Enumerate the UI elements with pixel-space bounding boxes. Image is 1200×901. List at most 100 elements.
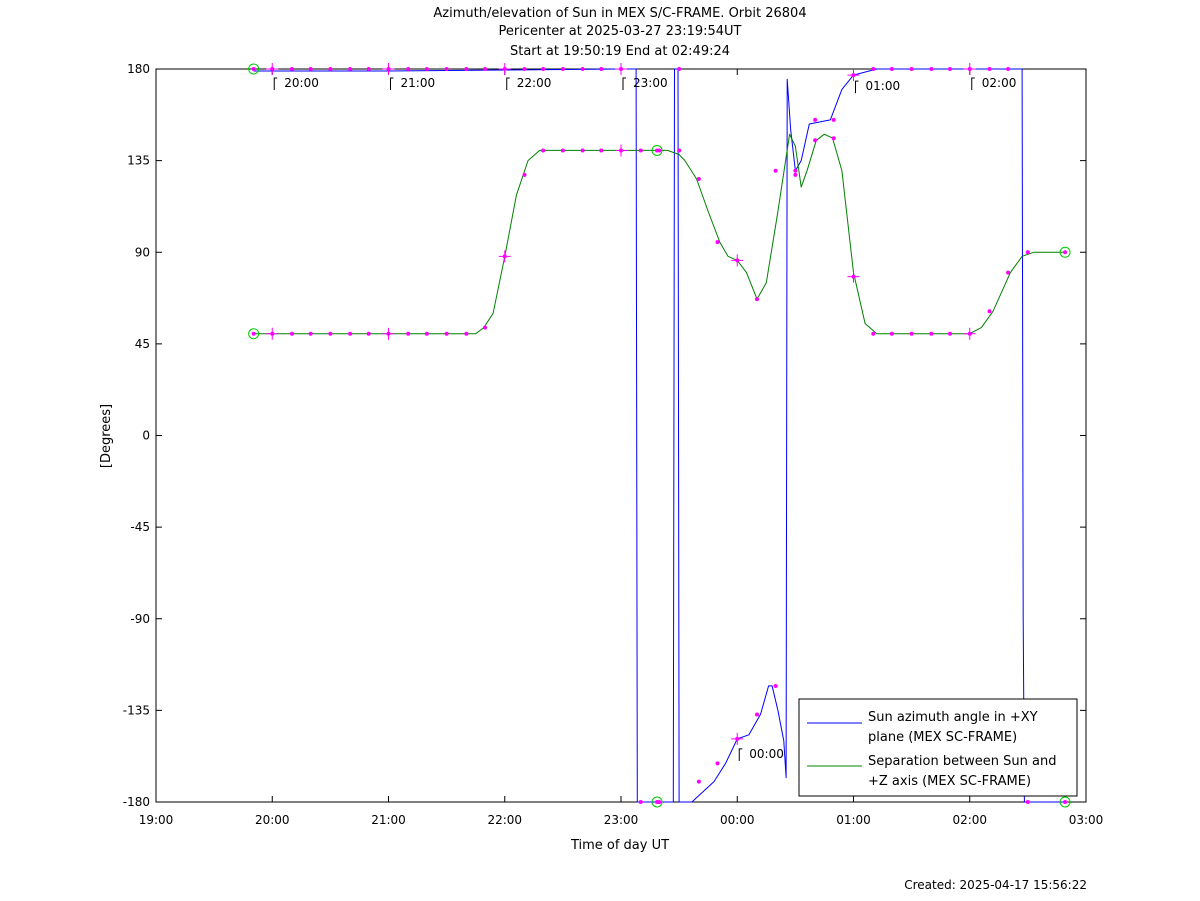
endpoint-circle <box>651 796 663 808</box>
axis-ticks: 19:00 20:00 21:00 22:00 23:00 00:00 01:00 02:00… <box>123 62 1104 827</box>
legend-label-separation-1: Separation between Sun and <box>868 754 1056 769</box>
data-point-marker <box>755 297 760 302</box>
hour-cross-marker <box>266 327 279 340</box>
hour-label-tick <box>622 77 626 90</box>
data-point-marker <box>909 331 914 336</box>
data-point-marker <box>813 117 818 122</box>
data-point-marker <box>482 325 487 330</box>
data-point-marker <box>308 331 313 336</box>
endpoint-dot <box>1063 800 1068 804</box>
hour-label-tick <box>971 77 975 90</box>
y-tick-label: -45 <box>130 520 150 534</box>
hour-label-tick <box>855 80 859 94</box>
hour-cross-marker <box>498 63 511 75</box>
endpoint-dot <box>655 148 660 153</box>
legend-label-azimuth-2: plane (MEX SC-FRAME) <box>868 730 1017 745</box>
x-tick-label: 03:00 <box>1069 813 1104 827</box>
data-point-marker <box>947 331 952 336</box>
data-point-marker <box>522 172 527 177</box>
hour-label: 01:00 <box>866 79 901 93</box>
data-point-marker <box>677 67 682 71</box>
data-point-marker <box>308 67 313 71</box>
data-point-marker <box>929 67 934 71</box>
x-tick-label: 02:00 <box>952 813 987 827</box>
y-tick-label: 0 <box>142 429 150 443</box>
data-point-marker <box>773 168 778 173</box>
data-point-marker <box>1006 270 1011 275</box>
data-point-marker <box>366 67 371 71</box>
hour-cross-marker <box>615 63 627 75</box>
y-tick-label: 45 <box>135 337 150 351</box>
hour-cross-marker <box>382 63 395 75</box>
x-tick-label: 21:00 <box>371 813 406 827</box>
hour-cross-marker <box>963 63 976 75</box>
hour-label-tick <box>506 77 510 90</box>
endpoint-dot <box>655 800 660 804</box>
data-point-marker <box>541 148 546 153</box>
x-tick-label: 19:00 <box>139 813 174 827</box>
data-point-marker <box>290 67 295 71</box>
data-point-marker <box>522 67 527 71</box>
created-timestamp: Created: 2025-04-17 15:56:22 <box>904 878 1087 892</box>
data-point-marker <box>638 800 643 804</box>
hour-cross-marker <box>498 250 511 263</box>
data-point-marker <box>464 67 469 71</box>
data-point-marker <box>328 67 333 71</box>
legend-box <box>798 698 1078 797</box>
hour-label: 22:00 <box>517 76 552 90</box>
y-tick-label: 135 <box>127 154 150 168</box>
hour-label-tick <box>273 77 278 90</box>
x-tick-label: 20:00 <box>255 813 290 827</box>
x-tick-label: 23:00 <box>604 813 639 827</box>
data-point-marker <box>406 67 411 71</box>
data-point-marker <box>755 712 760 717</box>
data-point-marker <box>290 331 295 336</box>
hour-cross-marker <box>847 69 860 82</box>
data-point-marker <box>580 148 585 153</box>
hour-label: 20:00 <box>284 76 319 90</box>
data-point-marker <box>348 67 353 71</box>
data-point-marker <box>831 117 836 122</box>
x-tick-label: 00:00 <box>720 813 755 827</box>
hour-label-tick <box>390 77 394 90</box>
data-point-marker <box>444 331 449 336</box>
hour-label: 23:00 <box>633 76 668 90</box>
endpoint-circle <box>1059 246 1071 258</box>
marker-layer <box>248 63 1071 808</box>
hour-cross-marker <box>266 63 279 75</box>
data-point-marker <box>889 331 894 336</box>
chart-title-line-1: Azimuth/elevation of Sun in MEX S/C-FRAM… <box>433 6 806 21</box>
hour-cross-marker <box>615 144 627 157</box>
endpoint-circle <box>248 63 260 75</box>
data-point-marker <box>773 683 778 688</box>
endpoint-circle <box>248 328 260 340</box>
data-point-marker <box>696 779 701 784</box>
hour-label-tick <box>738 748 743 761</box>
endpoint-circle <box>1059 796 1071 808</box>
legend-label-separation-2: +Z axis (MEX SC-FRAME) <box>868 774 1031 789</box>
data-point-marker <box>560 148 565 153</box>
hour-cross-marker <box>731 732 744 745</box>
endpoint-circle <box>651 144 663 156</box>
data-point-marker <box>444 67 449 71</box>
data-point-marker <box>947 67 952 71</box>
data-point-marker <box>424 331 429 336</box>
data-point-marker <box>599 148 604 153</box>
data-point-marker <box>1025 800 1030 804</box>
y-tick-label: -135 <box>123 703 150 717</box>
data-point-marker <box>366 331 371 336</box>
endpoint-dot <box>1063 250 1068 255</box>
chart-title-line-3: Start at 19:50:19 End at 02:49:24 <box>510 44 730 59</box>
hour-label-layer: 20:00 21:00 22:00 23:00 00:00 01:00 02:00 <box>273 76 1016 761</box>
data-point-marker <box>1025 250 1030 255</box>
data-point-marker <box>348 331 353 336</box>
data-point-marker <box>560 67 565 71</box>
data-point-marker <box>909 67 914 71</box>
data-point-marker <box>638 148 643 153</box>
chart-title-line-2: Pericenter at 2025-03-27 23:19:54UT <box>498 24 741 39</box>
data-point-marker <box>929 331 934 336</box>
data-point-marker <box>406 331 411 336</box>
x-tick-label: 01:00 <box>836 813 871 827</box>
